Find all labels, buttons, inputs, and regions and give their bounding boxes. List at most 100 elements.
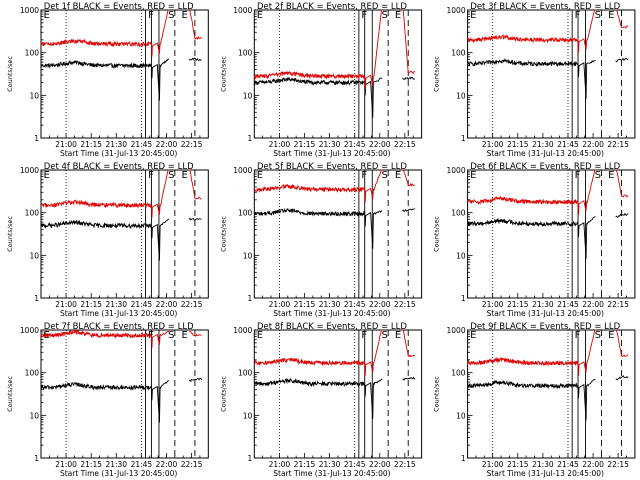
events-recovery-line <box>402 208 416 212</box>
events-recovery-line <box>615 374 629 381</box>
panel-det-6: Det 6f BLACK = Events, RED = LLD 1 10 100 10… <box>433 162 636 318</box>
events-series-line <box>467 57 596 99</box>
y-tick-label: 100 <box>25 369 40 378</box>
y-axis-label: Counts/sec <box>6 216 14 252</box>
lld-series-line <box>40 169 169 219</box>
lld-series-line <box>467 329 596 376</box>
x-tick-label: 21:15 <box>507 140 529 149</box>
panel-title: Det 7f BLACK = Events, RED = LLD <box>44 322 194 332</box>
lld-recovery-line <box>615 9 629 29</box>
y-tick-label: 1 <box>34 454 39 463</box>
event-marker: E <box>44 170 50 181</box>
y-tick-label: 1 <box>34 294 39 303</box>
x-tick-label: 22:00 <box>582 140 604 149</box>
x-tick-label: 21:15 <box>294 460 316 469</box>
lld-recovery-line <box>615 329 629 358</box>
y-tick-label: 1 <box>461 454 466 463</box>
y-tick-label: 100 <box>238 209 253 218</box>
x-tick-label: 22:15 <box>607 140 629 149</box>
lld-series-line <box>467 169 596 215</box>
event-marker: S <box>381 170 387 181</box>
y-tick-label: 10 <box>243 411 253 420</box>
events-recovery-line <box>188 57 202 61</box>
events-recovery-line <box>188 377 203 383</box>
x-tick-label: 21:00 <box>269 460 291 469</box>
lld-series-line <box>40 9 169 57</box>
x-axis-label: Start Time (31-Jul-13 20:45:00) <box>60 149 177 158</box>
x-tick-label: 22:00 <box>369 140 391 149</box>
x-tick-label: 21:45 <box>344 460 366 469</box>
x-tick-label: 21:00 <box>55 300 77 309</box>
x-tick-label: 21:45 <box>131 140 153 149</box>
panel-title: Det 6f BLACK = Events, RED = LLD <box>470 162 620 172</box>
x-tick-label: 21:30 <box>319 460 341 469</box>
lld-series-line <box>40 328 170 349</box>
y-tick-label: 1 <box>34 134 39 143</box>
events-recovery-line <box>188 217 202 221</box>
x-axis-label: Start Time (31-Jul-13 20:45:00) <box>273 149 390 158</box>
x-axis-label: Start Time (31-Jul-13 20:45:00) <box>487 309 604 318</box>
x-tick-label: 21:30 <box>532 300 554 309</box>
x-axis-label: Start Time (31-Jul-13 20:45:00) <box>60 309 177 318</box>
event-marker: E <box>257 170 263 181</box>
x-tick-label: 21:30 <box>532 460 554 469</box>
x-tick-label: 22:15 <box>181 300 203 309</box>
panel-det-8: Det 8f BLACK = Events, RED = LLD 1 10 100 10… <box>219 322 423 478</box>
event-marker: F <box>148 170 154 181</box>
events-series-line <box>40 218 170 261</box>
x-tick-label: 21:00 <box>55 140 77 149</box>
event-marker: E <box>608 170 614 181</box>
x-tick-label: 22:00 <box>369 300 391 309</box>
panel-det-3: Det 3f BLACK = Events, RED = LLD 1 10 100 10… <box>433 2 636 158</box>
lld-recovery-line <box>189 169 202 200</box>
x-tick-label: 21:00 <box>269 300 291 309</box>
events-series-line <box>253 76 383 118</box>
y-tick-label: 10 <box>456 411 466 420</box>
x-tick-label: 22:00 <box>582 300 604 309</box>
event-marker: E <box>257 10 263 21</box>
y-tick-label: 1000 <box>20 6 39 15</box>
event-marker: S <box>595 330 601 341</box>
event-marker: F <box>361 170 367 181</box>
y-tick-label: 100 <box>451 369 466 378</box>
x-axis-label: Start Time (31-Jul-13 20:45:00) <box>273 469 390 478</box>
y-tick-label: 10 <box>456 251 466 260</box>
x-tick-label: 21:15 <box>294 300 316 309</box>
x-tick-label: 21:15 <box>80 140 102 149</box>
y-tick-label: 1000 <box>447 166 466 175</box>
y-tick-label: 1000 <box>233 326 252 335</box>
y-tick-label: 100 <box>451 49 466 58</box>
x-tick-label: 21:15 <box>507 300 529 309</box>
x-tick-label: 21:00 <box>482 140 504 149</box>
x-tick-label: 22:00 <box>369 460 391 469</box>
events-recovery-line <box>615 212 629 218</box>
event-marker: E <box>470 170 476 181</box>
event-marker: F <box>575 330 581 341</box>
event-marker: E <box>182 170 188 181</box>
y-tick-label: 1 <box>461 134 466 143</box>
x-axis-label: Start Time (31-Jul-13 20:45:00) <box>487 149 604 158</box>
y-tick-label: 100 <box>238 49 253 58</box>
y-tick-label: 1 <box>248 454 253 463</box>
y-tick-label: 10 <box>243 251 253 260</box>
event-marker: E <box>395 330 401 341</box>
x-tick-label: 21:15 <box>80 460 102 469</box>
event-marker: E <box>44 10 50 21</box>
lld-recovery-line <box>188 331 202 337</box>
y-tick-label: 1000 <box>447 6 466 15</box>
lld-series-line <box>254 329 383 376</box>
x-tick-label: 21:30 <box>319 300 341 309</box>
event-marker: F <box>361 330 367 341</box>
y-tick-label: 1 <box>248 134 253 143</box>
x-tick-label: 21:30 <box>319 140 341 149</box>
events-series-line <box>40 380 169 423</box>
panel-title: Det 8f BLACK = Events, RED = LLD <box>257 322 407 332</box>
x-tick-label: 21:30 <box>532 140 554 149</box>
events-series-line <box>253 207 383 249</box>
y-tick-label: 1000 <box>233 166 252 175</box>
x-tick-label: 22:15 <box>394 460 416 469</box>
x-tick-label: 21:00 <box>269 140 291 149</box>
x-tick-label: 21:15 <box>80 300 102 309</box>
y-tick-label: 100 <box>25 209 40 218</box>
